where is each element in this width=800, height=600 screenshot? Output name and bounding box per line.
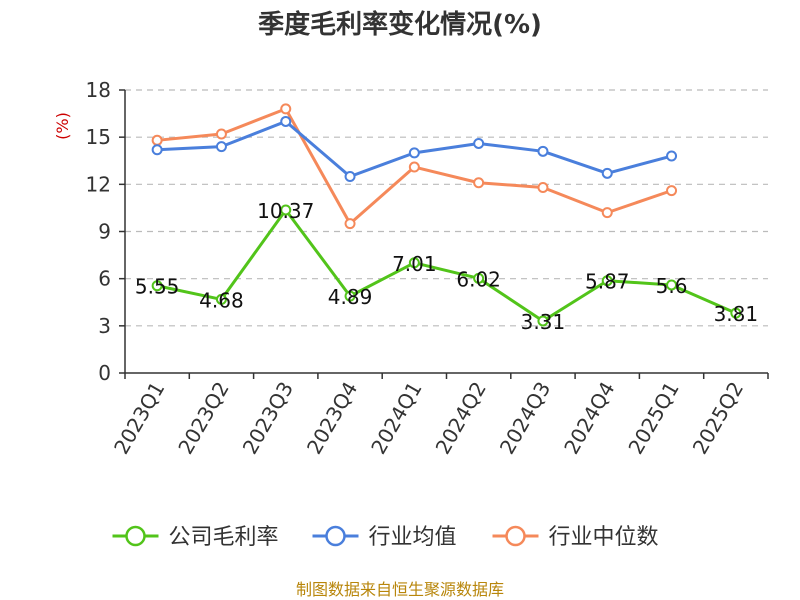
legend: 公司毛利率 行业均值 行业中位数 xyxy=(112,525,659,550)
data-point xyxy=(215,128,227,140)
x-tick-label: 2025Q1 xyxy=(623,378,683,459)
data-point xyxy=(151,134,163,146)
data-point xyxy=(408,257,420,269)
source-note: 制图数据来自恒生聚源数据库 xyxy=(296,580,504,599)
data-point xyxy=(151,280,163,292)
y-tick-label: 3 xyxy=(98,314,111,338)
y-tick-label: 6 xyxy=(98,267,111,291)
y-tick-label: 9 xyxy=(98,220,111,244)
chart-title: 季度毛利率变化情况(%) xyxy=(258,9,542,40)
data-point xyxy=(666,185,678,197)
data-label: 6.02 xyxy=(456,267,501,291)
data-point xyxy=(601,275,613,287)
y-axis-unit-label: (%) xyxy=(53,112,72,140)
data-point xyxy=(601,167,613,179)
legend-label: 公司毛利率 xyxy=(169,525,279,550)
y-tick-label: 12 xyxy=(86,172,111,196)
x-tick-label: 2024Q2 xyxy=(431,378,491,459)
data-point xyxy=(280,103,292,115)
data-label: 5.87 xyxy=(585,270,630,294)
data-label: 3.31 xyxy=(521,310,566,334)
series-line xyxy=(156,208,737,323)
x-tick-label: 2023Q2 xyxy=(173,378,233,459)
data-point xyxy=(408,147,420,159)
data-point xyxy=(344,170,356,182)
legend-label: 行业均值 xyxy=(369,525,457,550)
data-point xyxy=(280,204,292,216)
legend-label: 行业中位数 xyxy=(549,525,659,550)
data-point xyxy=(473,177,485,189)
x-tick-label: 2024Q1 xyxy=(366,378,426,459)
legend-marker xyxy=(125,525,146,547)
data-label: 4.68 xyxy=(199,288,244,312)
data-point xyxy=(666,279,678,291)
data-point xyxy=(215,293,227,305)
y-tick-label: 18 xyxy=(86,78,111,102)
data-label: 3.81 xyxy=(714,302,759,326)
data-label: 5.55 xyxy=(135,275,180,299)
data-point xyxy=(730,307,742,319)
data-point xyxy=(537,315,549,327)
data-label: 4.89 xyxy=(328,285,373,309)
y-tick-label: 15 xyxy=(86,125,111,149)
x-tick-label: 2024Q4 xyxy=(559,378,619,459)
data-point xyxy=(344,218,356,230)
data-label: 5.6 xyxy=(656,274,688,298)
data-label: 10.37 xyxy=(257,199,314,223)
x-tick-label: 2024Q3 xyxy=(495,378,555,459)
data-point xyxy=(473,137,485,149)
data-label: 7.01 xyxy=(392,252,437,276)
data-point xyxy=(666,150,678,162)
legend-marker xyxy=(325,525,346,547)
data-labels: 5.55 4.68 10.37 4.89 7.01 6.02 3.31 5.87 5.6 3.81 xyxy=(135,199,758,334)
x-tick-label: 2023Q3 xyxy=(238,378,298,459)
data-point xyxy=(408,161,420,173)
x-tick-label: 2025Q2 xyxy=(688,378,748,459)
data-point xyxy=(280,115,292,127)
grid-lines xyxy=(125,89,768,327)
legend-marker xyxy=(505,525,526,547)
data-point xyxy=(151,144,163,156)
data-point xyxy=(344,290,356,302)
data-point xyxy=(473,272,485,284)
data-point xyxy=(601,207,613,219)
y-tick-label: 0 xyxy=(98,361,111,385)
x-tick-label: 2023Q1 xyxy=(109,378,169,459)
data-point xyxy=(215,141,227,153)
data-point xyxy=(537,181,549,193)
x-tick-label: 2023Q4 xyxy=(302,378,362,459)
series-lines xyxy=(151,103,742,327)
data-point xyxy=(537,145,549,157)
